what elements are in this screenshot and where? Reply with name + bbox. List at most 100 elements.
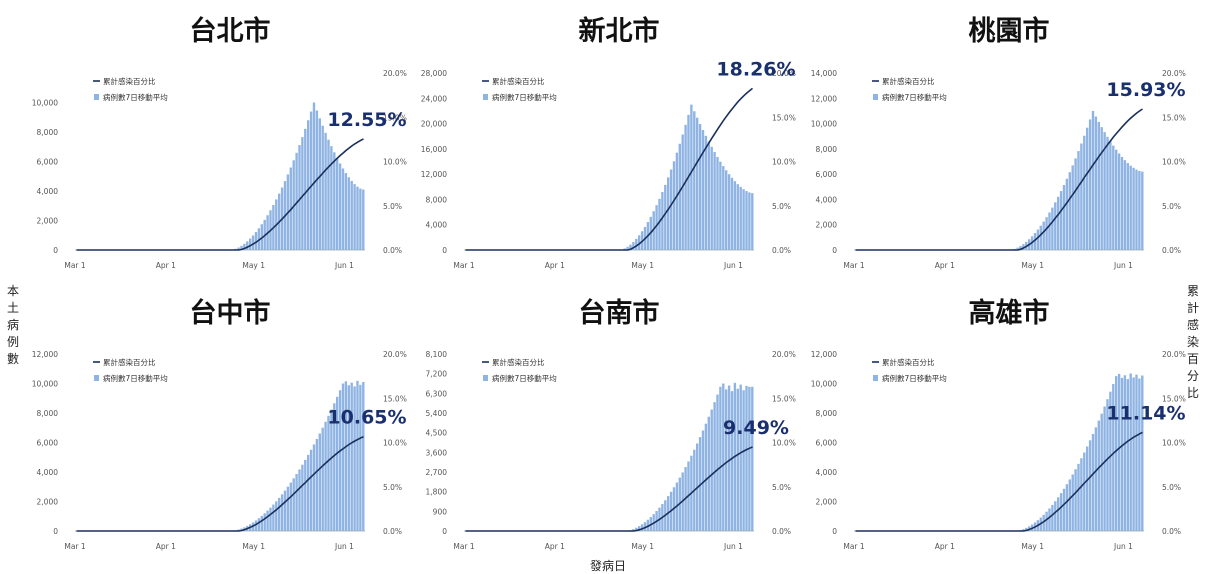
legend-label-bar: 病例數7日移動平均: [103, 373, 168, 383]
bar: [362, 382, 365, 531]
x-tick-label: Jun 1: [334, 261, 354, 270]
x-tick-label: Jun 1: [334, 542, 354, 551]
bar: [251, 235, 255, 250]
bar: [733, 181, 737, 250]
bar: [1071, 474, 1074, 531]
bar: [713, 402, 716, 531]
bar: [1088, 440, 1092, 531]
bar: [640, 524, 644, 531]
cumulative-line: [855, 431, 1143, 532]
bar: [1112, 145, 1115, 250]
y-left-tick-label: 0: [832, 246, 837, 255]
legend-label-line: 累計感染百分比: [882, 76, 935, 86]
bar: [295, 152, 298, 250]
bar: [1141, 171, 1144, 250]
bar: [309, 449, 313, 531]
bar: [341, 168, 345, 250]
y-right-tick-label: 15.0%: [1162, 113, 1186, 122]
y-left-tick-label: 6,000: [37, 158, 59, 167]
bar: [1062, 488, 1066, 531]
bar: [742, 390, 745, 531]
y-left-tick-label: 10,000: [32, 380, 58, 389]
bar: [669, 169, 673, 250]
bar: [739, 384, 742, 531]
y-left-tick-label: 4,000: [816, 195, 838, 204]
bar: [701, 430, 705, 531]
bar: [1100, 413, 1103, 531]
bar: [1057, 497, 1060, 531]
y-left-tick-label: 5,400: [426, 409, 448, 418]
y-left-tick-label: 7,200: [426, 370, 448, 379]
x-tick-label: Mar 1: [453, 261, 475, 270]
y-right-tick-label: 10.0%: [772, 158, 796, 167]
bar: [272, 504, 275, 531]
y-left-tick-label: 4,500: [426, 429, 448, 438]
bar: [687, 114, 690, 250]
bar: [635, 238, 638, 250]
y-right-tick-label: 5.0%: [1162, 202, 1181, 211]
y-left-tick-label: 4,000: [816, 468, 838, 477]
y-left-tick-label: 10,000: [811, 380, 837, 389]
bar: [1042, 514, 1045, 531]
chart-panel-5: 台南市 0 900 1,800 2,700 3,600 4,500 5,400 6,300 7,2…: [426, 297, 796, 551]
x-tick-label: May 1: [631, 261, 654, 270]
bar: [652, 211, 655, 250]
bar: [338, 390, 342, 531]
y-left-tick-label: 900: [433, 507, 448, 516]
x-tick-label: May 1: [631, 542, 654, 551]
bar: [1019, 246, 1022, 250]
y-right-tick-label: 20.0%: [383, 350, 407, 359]
bar: [635, 527, 638, 531]
bar: [327, 139, 330, 250]
bar: [1141, 375, 1144, 531]
bar: [254, 520, 258, 531]
y-left-tick-label: 12,000: [421, 170, 447, 179]
legend-label-line: 累計感染百分比: [882, 357, 935, 367]
bar: [336, 158, 339, 250]
y-left-tick-label: 4,000: [37, 468, 59, 477]
bar: [1091, 110, 1095, 251]
y-left-tick-label: 2,000: [37, 498, 59, 507]
bar: [350, 382, 353, 532]
y-left-tick-label: 16,000: [421, 145, 447, 154]
y-left-tick-label: 4,000: [426, 221, 448, 230]
bar: [333, 403, 336, 531]
chart-title: 台中市: [190, 297, 271, 329]
legend-label-bar: 病例數7日移動平均: [882, 373, 947, 383]
cumulative-line: [465, 87, 753, 251]
y-right-tick-label: 20.0%: [1162, 69, 1186, 78]
y-right-tick-label: 20.0%: [383, 69, 407, 78]
bar: [356, 380, 359, 532]
bar: [1068, 172, 1071, 250]
y-left-tick-label: 8,000: [816, 409, 838, 418]
y-right-tick-label: 0.0%: [383, 246, 402, 255]
bar: [1054, 501, 1057, 531]
y-left-tick-label: 8,000: [37, 128, 59, 137]
bar: [330, 409, 333, 531]
legend-label-line: 累計感染百分比: [103, 357, 156, 367]
bar: [298, 145, 301, 250]
bar: [1097, 121, 1100, 250]
y-right-tick-label: 5.0%: [772, 483, 791, 492]
legend-bar-swatch: [94, 375, 99, 381]
bar: [1138, 378, 1141, 532]
bar: [359, 384, 362, 531]
bar: [1068, 479, 1071, 531]
y-right-tick-label: 0.0%: [1162, 246, 1181, 255]
bar: [1045, 217, 1048, 250]
bar: [1022, 529, 1025, 531]
x-tick-label: Mar 1: [453, 542, 475, 551]
chart-panel-4: 台中市 0 2,000 4,000 6,000 8,000 10,000 12,000 0.0%…: [32, 297, 407, 551]
bar: [1077, 463, 1080, 531]
bar: [745, 385, 748, 531]
y-left-tick-label: 0: [53, 527, 58, 536]
y-left-tick-label: 8,100: [426, 350, 448, 359]
y-right-tick-label: 5.0%: [383, 202, 402, 211]
bar: [655, 205, 658, 250]
bar: [1117, 153, 1121, 250]
bar: [301, 137, 304, 250]
bar: [1054, 202, 1057, 250]
bar: [1077, 151, 1080, 250]
